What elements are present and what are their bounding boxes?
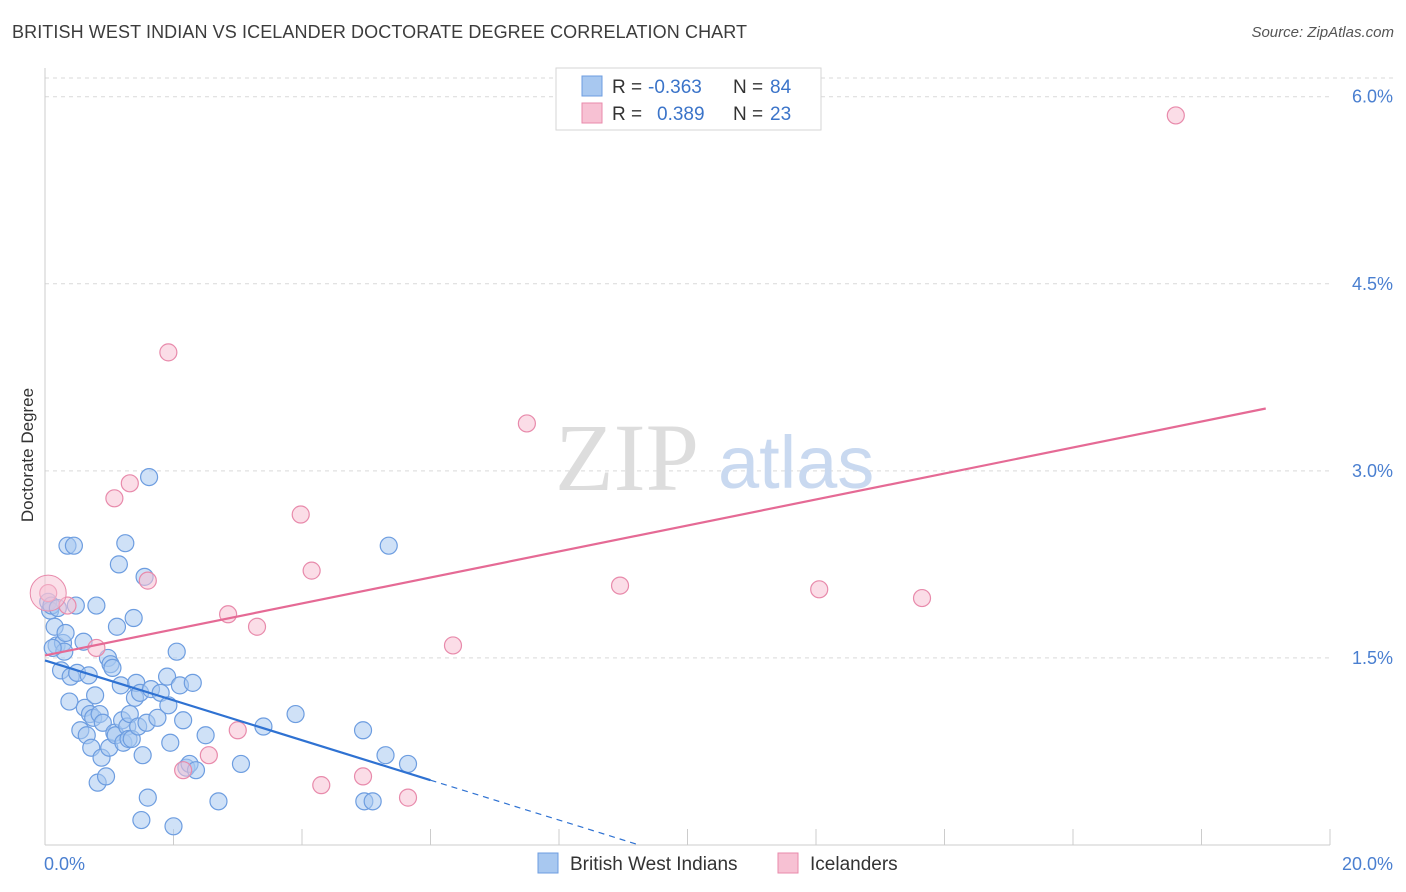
legend-label-british-west-indians: British West Indians: [570, 854, 738, 875]
watermark-zip: ZIP: [555, 404, 699, 511]
point-british-west-indian: [132, 810, 151, 830]
point-british-west-indian: [209, 792, 228, 811]
y-tick-label: 4.5%: [1352, 274, 1393, 294]
point-british-west-indian: [107, 617, 127, 636]
point-british-west-indian: [96, 767, 116, 786]
stats-r-label-2: R =: [612, 104, 642, 125]
data-points: [29, 106, 1185, 836]
point-british-west-indian: [286, 704, 305, 724]
point-icelander: [302, 561, 321, 580]
point-icelander: [174, 761, 193, 780]
point-british-west-indian: [86, 686, 105, 705]
trend-lines: [44, 407, 1266, 845]
point-british-west-indian: [376, 746, 395, 765]
point-british-west-indian: [60, 692, 79, 711]
point-british-west-indian: [398, 754, 418, 774]
watermark: ZIP atlas: [555, 404, 874, 511]
x-tick-label-max: 20.0%: [1342, 854, 1393, 874]
stats-n-value-2: 23: [770, 104, 791, 125]
point-icelander-large: [29, 574, 67, 612]
point-british-west-indian: [124, 608, 143, 628]
chart-title: BRITISH WEST INDIAN VS ICELANDER DOCTORA…: [12, 22, 748, 42]
point-icelander: [291, 505, 310, 524]
axes: 1.5% 3.0% 4.5% 6.0% 0.0% 20.0%: [44, 68, 1393, 874]
point-british-west-indian: [167, 642, 186, 661]
y-axis-label: Doctorate Degree: [18, 388, 37, 522]
point-british-west-indian: [379, 536, 398, 555]
trend-line-icelanders: [44, 407, 1266, 657]
legend-label-icelanders: Icelanders: [810, 854, 898, 875]
point-british-west-indian: [196, 726, 215, 745]
point-british-west-indian: [363, 792, 382, 811]
y-tick-label: 1.5%: [1352, 648, 1393, 668]
point-british-west-indian: [353, 721, 373, 740]
y-tick-label: 6.0%: [1352, 87, 1393, 107]
point-british-west-indian: [161, 733, 180, 752]
point-british-west-indian: [164, 817, 183, 836]
point-icelander: [159, 343, 178, 362]
point-british-west-indian: [148, 708, 167, 727]
stats-r-label-1: R =: [612, 77, 642, 98]
stats-swatch-pink: [581, 102, 603, 124]
point-icelander: [312, 776, 331, 795]
source-label: Source: ZipAtlas.com: [1251, 24, 1394, 41]
grid: [45, 77, 1393, 659]
point-british-west-indian: [79, 666, 98, 685]
stats-swatch-blue: [581, 75, 603, 97]
point-british-west-indian: [183, 673, 202, 692]
point-british-west-indian: [116, 534, 135, 553]
legend-swatch-british-west-indians: [537, 852, 559, 874]
point-icelander: [199, 746, 218, 765]
bottom-legend: British West Indians Icelanders: [537, 852, 898, 875]
point-icelander: [1166, 106, 1185, 125]
point-icelander: [912, 588, 932, 608]
point-icelander: [443, 636, 463, 655]
trend-line-british-west-indians-extension: [430, 779, 637, 845]
y-tick-label: 3.0%: [1352, 461, 1393, 481]
point-british-west-indian: [103, 658, 122, 678]
point-icelander: [810, 580, 829, 599]
stats-n-label-2: N =: [733, 104, 763, 125]
point-british-west-indian: [174, 711, 193, 730]
point-british-west-indian: [157, 667, 177, 686]
point-british-west-indian: [93, 713, 112, 732]
point-icelander: [105, 489, 124, 508]
point-british-west-indian: [109, 555, 128, 574]
point-icelander: [517, 414, 536, 433]
point-icelander: [87, 638, 106, 658]
legend-swatch-icelanders: [777, 852, 799, 874]
stats-r-value-1: -0.363: [648, 77, 702, 98]
point-british-west-indian: [139, 467, 159, 487]
point-icelander: [353, 767, 373, 786]
point-icelander: [228, 721, 247, 740]
stats-r-value-2: 0.389: [657, 104, 705, 125]
stats-legend: R = -0.363 N = 84 R = 0.389 N = 23: [555, 67, 822, 131]
point-british-west-indian: [120, 704, 139, 724]
point-icelander: [120, 474, 139, 493]
x-tick-label-min: 0.0%: [44, 854, 85, 874]
point-icelander: [610, 576, 630, 595]
point-british-west-indian: [87, 596, 106, 615]
point-british-west-indian: [231, 754, 251, 774]
point-icelander: [398, 788, 418, 807]
point-british-west-indian: [133, 746, 152, 765]
watermark-atlas: atlas: [718, 421, 874, 504]
trend-line-british-west-indians: [44, 659, 431, 782]
stats-n-label-1: N =: [733, 77, 763, 98]
point-icelander: [247, 617, 267, 636]
stats-n-value-1: 84: [770, 77, 792, 98]
point-icelander: [138, 571, 157, 590]
point-british-west-indian: [64, 536, 84, 555]
point-british-west-indian: [138, 788, 157, 807]
point-british-west-indian: [56, 623, 75, 643]
